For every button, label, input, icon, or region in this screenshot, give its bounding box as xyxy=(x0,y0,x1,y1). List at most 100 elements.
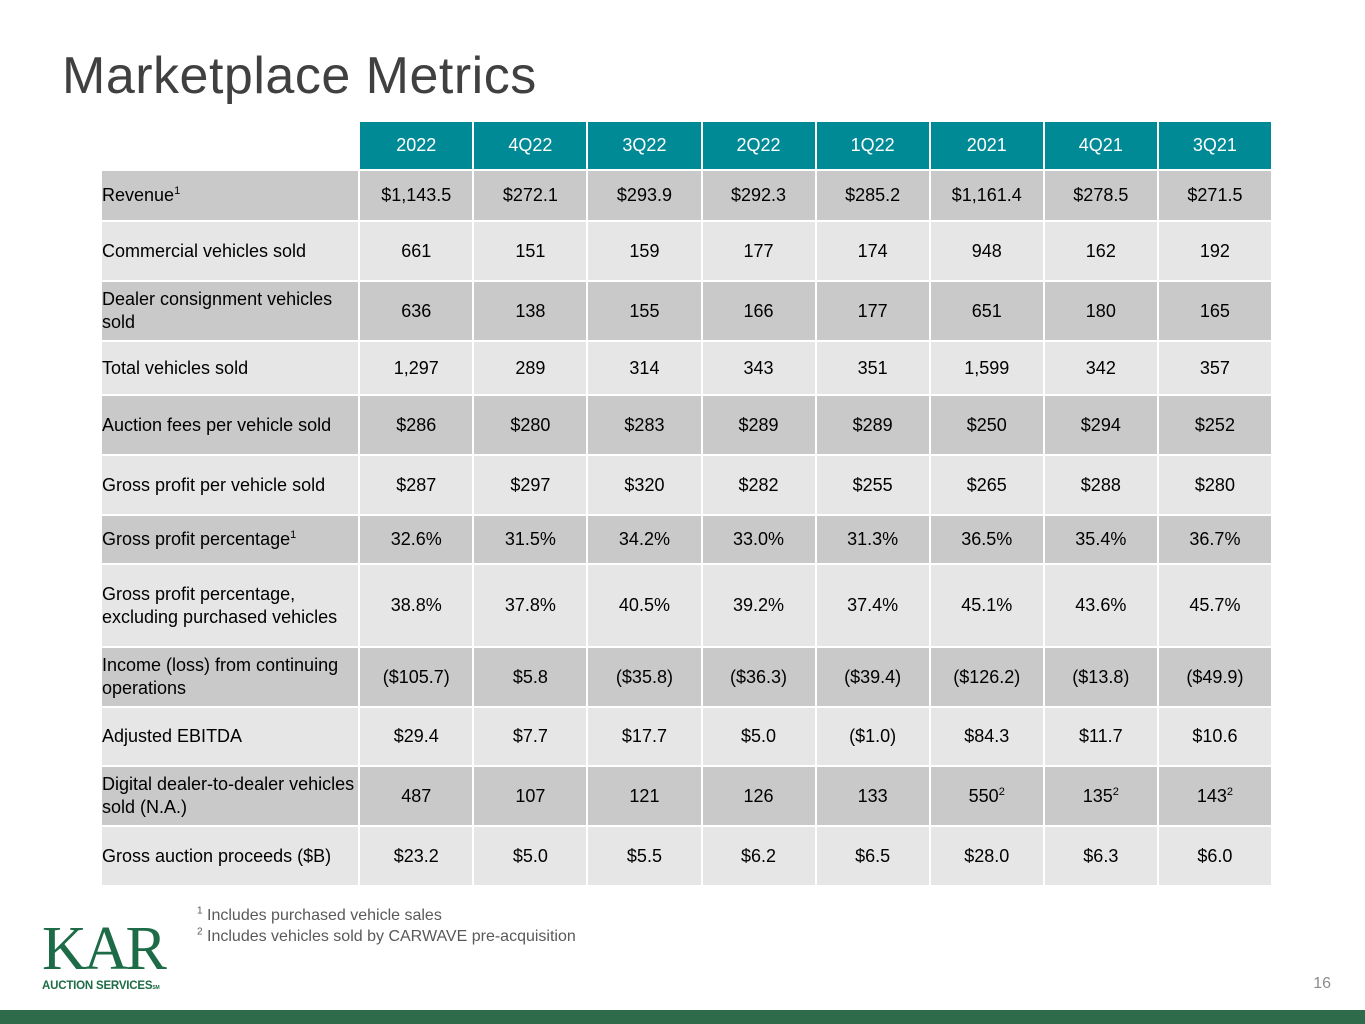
cell-value: 121 xyxy=(629,785,660,806)
cell-value: $289 xyxy=(852,414,893,435)
cell-value: 550 xyxy=(968,785,999,806)
value-cell: 1,297 xyxy=(360,342,473,394)
value-cell: 192 xyxy=(1158,222,1271,280)
cell-value: 162 xyxy=(1085,240,1116,261)
cell-value: 133 xyxy=(857,785,888,806)
cell-value: 45.1% xyxy=(961,595,1013,615)
value-cell: 162 xyxy=(1044,222,1157,280)
value-cell: 37.4% xyxy=(816,565,929,646)
metrics-table: 2022 4Q22 3Q22 2Q22 1Q22 2021 4Q21 3Q21 … xyxy=(100,120,1273,887)
cell-value: 31.5% xyxy=(504,529,556,549)
footnote-mark: 2 xyxy=(197,926,203,938)
value-cell: 174 xyxy=(816,222,929,280)
row-label: Gross profit per vehicle sold xyxy=(102,474,326,495)
table-row: Gross profit percentage1 32.6% 31.5% 34.2% 3… xyxy=(102,516,1271,563)
cell-value: 36.5% xyxy=(961,529,1013,549)
row-label-cell: Adjusted EBITDA xyxy=(102,708,359,765)
row-label-cell: Gross profit percentage1 xyxy=(102,516,359,563)
row-label-footnote-mark: 1 xyxy=(174,185,181,197)
value-cell: ($1.0) xyxy=(816,708,929,765)
row-label-cell: Dealer consignment vehicles sold xyxy=(102,282,359,340)
column-header: 3Q22 xyxy=(588,122,701,169)
cell-value: $282 xyxy=(738,474,779,495)
cell-value: $17.7 xyxy=(621,726,667,746)
cell-value: $5.0 xyxy=(512,845,548,866)
value-cell: 32.6% xyxy=(360,516,473,563)
value-cell: 36.7% xyxy=(1158,516,1271,563)
table-row: Total vehicles sold 1,297 289 314 343 351 1,59… xyxy=(102,342,1271,394)
cell-value: $6.5 xyxy=(855,845,891,866)
logo-subtitle-text: AUCTION SERVICES xyxy=(42,980,153,992)
cell-value: ($39.4) xyxy=(844,666,902,687)
table-row: Gross profit per vehicle sold $287 $297 $32… xyxy=(102,456,1271,514)
cell-value: $11.7 xyxy=(1078,726,1123,746)
value-cell: $1,161.4 xyxy=(930,171,1043,220)
value-cell: 159 xyxy=(588,222,701,280)
cell-value: 1,599 xyxy=(964,357,1010,378)
value-cell: 36.5% xyxy=(930,516,1043,563)
value-cell: $6.0 xyxy=(1158,827,1271,885)
value-cell: 177 xyxy=(816,282,929,340)
cell-value: 36.7% xyxy=(1189,529,1241,549)
cell-value: $5.0 xyxy=(741,726,777,746)
value-cell: $5.0 xyxy=(474,827,587,885)
row-label: Adjusted EBITDA xyxy=(102,726,243,746)
value-cell: 126 xyxy=(702,767,815,825)
cell-value: 343 xyxy=(743,357,774,378)
value-cell: $294 xyxy=(1044,396,1157,454)
cell-value: $23.2 xyxy=(393,845,439,866)
cell-value: 357 xyxy=(1199,357,1230,378)
value-cell: $278.5 xyxy=(1044,171,1157,220)
kar-logo: KAR AUCTION SERVICESSM xyxy=(42,918,182,992)
column-header: 4Q21 xyxy=(1044,122,1157,169)
cell-value: 165 xyxy=(1199,300,1230,321)
value-cell: $292.3 xyxy=(702,171,815,220)
cell-value: $293.9 xyxy=(616,185,672,205)
column-header: 2022 xyxy=(360,122,473,169)
value-cell: 357 xyxy=(1158,342,1271,394)
column-header: 2021 xyxy=(930,122,1043,169)
value-cell: $297 xyxy=(474,456,587,514)
cell-value: 155 xyxy=(629,300,660,321)
value-cell: $5.5 xyxy=(588,827,701,885)
value-cell: $1,143.5 xyxy=(360,171,473,220)
cell-value: ($49.9) xyxy=(1186,666,1244,687)
cell-value: ($126.2) xyxy=(953,666,1021,687)
value-cell: 37.8% xyxy=(474,565,587,646)
row-label-cell: Digital dealer-to-dealer vehicles sold (… xyxy=(102,767,359,825)
cell-value: $1,143.5 xyxy=(381,185,452,205)
value-cell: $271.5 xyxy=(1158,171,1271,220)
value-cell: $286 xyxy=(360,396,473,454)
value-cell: $285.2 xyxy=(816,171,929,220)
footnote-text: Includes vehicles sold by CARWAVE pre-ac… xyxy=(207,928,576,945)
cell-value: 40.5% xyxy=(618,595,670,615)
cell-value: 35.4% xyxy=(1075,529,1127,549)
row-label-cell: Auction fees per vehicle sold xyxy=(102,396,359,454)
value-cell: $7.7 xyxy=(474,708,587,765)
footnote: 1 Includes purchased vehicle sales xyxy=(197,905,576,926)
cell-value: 351 xyxy=(857,357,888,378)
cell-value: $285.2 xyxy=(845,185,901,205)
value-cell: 289 xyxy=(474,342,587,394)
value-cell: 151 xyxy=(474,222,587,280)
cell-value: $278.5 xyxy=(1073,185,1129,205)
value-cell: 177 xyxy=(702,222,815,280)
value-cell: $283 xyxy=(588,396,701,454)
row-label: Gross profit percentage, excluding purch… xyxy=(102,583,338,627)
value-cell: $6.5 xyxy=(816,827,929,885)
cell-value: 43.6% xyxy=(1075,595,1127,615)
value-cell: 133 xyxy=(816,767,929,825)
cell-value: $6.0 xyxy=(1197,845,1233,866)
cell-value: 33.0% xyxy=(733,529,785,549)
cell-value: $6.3 xyxy=(1083,845,1119,866)
table-row: Gross profit percentage, excluding purch… xyxy=(102,565,1271,646)
row-label: Total vehicles sold xyxy=(102,357,249,378)
footnote-text: Includes purchased vehicle sales xyxy=(207,907,442,924)
value-cell: 45.7% xyxy=(1158,565,1271,646)
row-label-cell: Gross profit per vehicle sold xyxy=(102,456,359,514)
value-cell: $265 xyxy=(930,456,1043,514)
value-cell: 314 xyxy=(588,342,701,394)
cell-value: $1,161.4 xyxy=(951,185,1022,205)
cell-value: $5.8 xyxy=(512,666,548,687)
value-cell: 39.2% xyxy=(702,565,815,646)
